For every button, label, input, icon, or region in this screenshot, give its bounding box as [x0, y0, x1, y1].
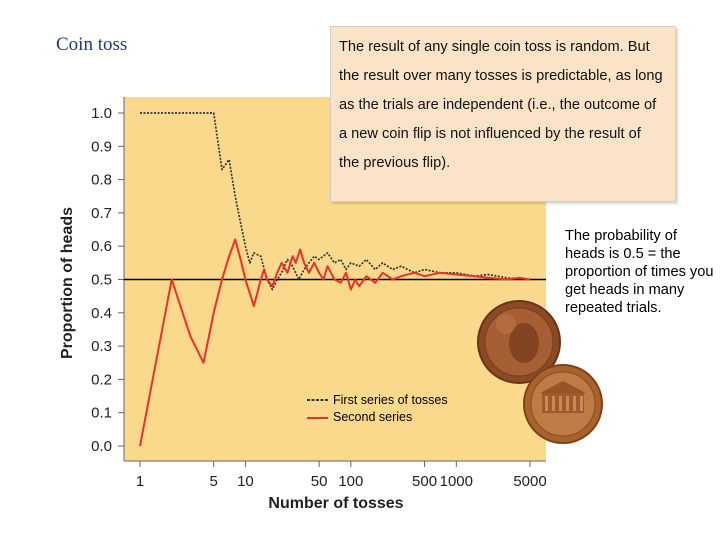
y-tick-label: 0.7 [91, 205, 112, 222]
chart-legend: First series of tosses Second series [307, 393, 448, 424]
first-series-line [140, 112, 531, 291]
x-axis-title: Number of tosses [268, 495, 403, 512]
second-series-line [139, 238, 531, 447]
penny-front-image [477, 300, 561, 384]
chart-lines [124, 112, 546, 447]
y-tick-label: 0.1 [91, 405, 112, 422]
slide-title: Coin toss [56, 34, 128, 55]
penny-back-image [523, 364, 603, 444]
x-tick-label: 100 [338, 473, 363, 490]
y-axis-title: Proportion of heads [59, 207, 76, 359]
x-tick-label: 5 [210, 473, 218, 490]
y-tick-label: 0.3 [91, 338, 112, 355]
x-tick-label: 10 [237, 473, 254, 490]
y-tick-label: 0.9 [91, 138, 112, 155]
x-tick-label: 50 [311, 473, 328, 490]
y-tick-label: 0.4 [91, 305, 112, 322]
penny-coins-illustration [477, 300, 603, 444]
legend-label-first-series: First series of tosses [333, 393, 448, 407]
x-tick-label: 5000 [513, 473, 546, 490]
y-tick-label: 0.0 [91, 438, 112, 455]
y-tick-label: 0.5 [91, 272, 112, 289]
x-tick-label: 1 [136, 473, 144, 490]
x-tick-label: 1000 [440, 473, 473, 490]
y-tick-label: 0.2 [91, 371, 112, 388]
y-tick-label: 0.6 [91, 238, 112, 255]
callout-box: The result of any single coin toss is ra… [330, 26, 676, 202]
y-tick-label: 0.8 [91, 172, 112, 189]
x-tick-label: 500 [412, 473, 437, 490]
legend-label-second-series: Second series [333, 410, 412, 424]
y-tick-label: 1.0 [91, 105, 112, 122]
probability-note: The probability of heads is 0.5 = the pr… [565, 228, 714, 316]
